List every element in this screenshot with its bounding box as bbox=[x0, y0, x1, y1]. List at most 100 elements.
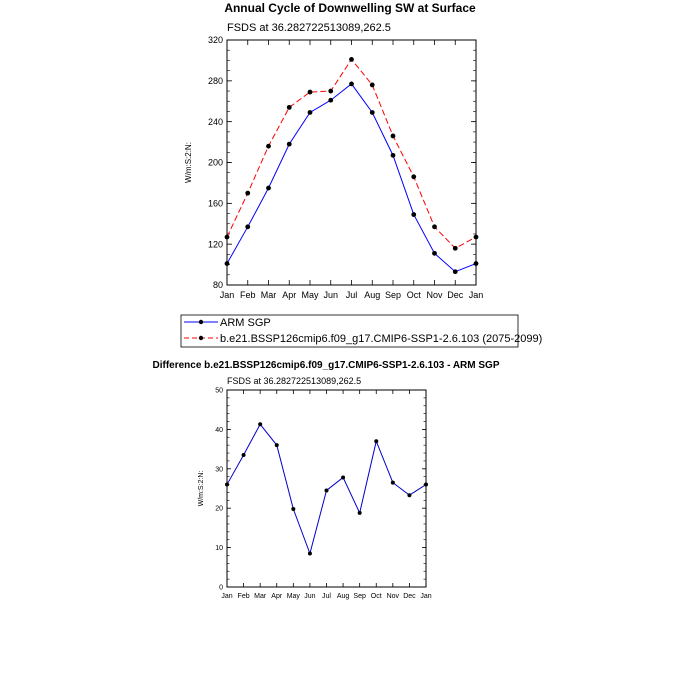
x-tick-label: Apr bbox=[282, 290, 296, 300]
x-tick-label: Mar bbox=[254, 593, 267, 600]
data-point bbox=[266, 185, 271, 191]
data-point bbox=[452, 269, 458, 275]
y-axis-label: W/m:S:2:N: bbox=[198, 471, 205, 507]
x-tick-label: Dec bbox=[447, 290, 464, 300]
data-point bbox=[390, 480, 395, 485]
x-tick-label: Dec bbox=[403, 593, 416, 600]
data-point bbox=[357, 510, 362, 515]
y-tick-label: 280 bbox=[208, 76, 223, 86]
data-point bbox=[349, 81, 354, 87]
y-tick-label: 240 bbox=[208, 117, 223, 127]
difference-chart: Difference b.e21.BSSP126cmip6.f09_g17.CM… bbox=[153, 360, 500, 600]
x-tick-label: Aug bbox=[364, 290, 380, 300]
data-point bbox=[407, 493, 412, 498]
data-point bbox=[245, 190, 251, 196]
x-tick-label: Jul bbox=[346, 290, 358, 300]
data-point bbox=[291, 506, 296, 511]
data-point bbox=[341, 475, 346, 480]
data-point bbox=[473, 234, 479, 240]
x-tick-label: May bbox=[301, 290, 319, 300]
x-tick-label: Jan bbox=[469, 290, 484, 300]
x-tick-label: Jul bbox=[322, 593, 331, 600]
data-point bbox=[369, 110, 375, 115]
chart-subtitle: FSDS at 36.282722513089,262.5 bbox=[227, 376, 361, 386]
x-tick-label: Jan bbox=[220, 290, 235, 300]
series-group bbox=[225, 422, 428, 556]
y-tick-label: 50 bbox=[215, 387, 223, 394]
data-point bbox=[369, 82, 375, 88]
x-tick-label: Feb bbox=[238, 593, 250, 600]
plot-frame bbox=[226, 39, 477, 286]
plot-area: 80 120 160 200 240 280 320 Jan Feb Mar Apr May Jun Ju… bbox=[184, 35, 483, 300]
data-point bbox=[374, 439, 379, 444]
series-group bbox=[224, 56, 479, 275]
chart-title: Annual Cycle of Downwelling SW at Surfac… bbox=[224, 1, 476, 15]
data-point bbox=[452, 245, 458, 251]
data-point bbox=[286, 141, 292, 147]
data-point bbox=[349, 56, 354, 62]
x-tick-label: Sep bbox=[353, 593, 366, 600]
x-tick-label: Jun bbox=[323, 290, 338, 300]
annual-cycle-chart: Annual Cycle of Downwelling SW at Surfac… bbox=[184, 1, 483, 300]
y-tick-label: 0 bbox=[219, 584, 223, 591]
data-point bbox=[266, 143, 271, 149]
data-point bbox=[245, 224, 251, 230]
data-point bbox=[258, 422, 263, 427]
chart-subtitle: FSDS at 36.282722513089,262.5 bbox=[227, 22, 391, 34]
data-point bbox=[307, 89, 313, 95]
legend-label-obs: ARM SGP bbox=[220, 317, 271, 329]
x-tick-label: Oct bbox=[371, 593, 382, 600]
data-point bbox=[324, 488, 329, 493]
y-tick-label: 40 bbox=[215, 427, 223, 434]
legend-marker-obs bbox=[198, 319, 204, 325]
data-point bbox=[424, 482, 428, 487]
data-point bbox=[224, 234, 230, 240]
x-tick-label: Mar bbox=[261, 290, 277, 300]
chart-title: Difference b.e21.BSSP126cmip6.f09_g17.CM… bbox=[153, 360, 500, 371]
x-tick-label: Nov bbox=[387, 593, 400, 600]
data-point bbox=[432, 250, 437, 256]
data-point bbox=[390, 133, 396, 139]
data-point bbox=[307, 110, 313, 115]
series-line-0 bbox=[226, 83, 477, 273]
y-tick-label: 160 bbox=[208, 198, 223, 208]
data-point bbox=[241, 453, 246, 458]
data-point bbox=[328, 97, 334, 103]
legend-label-model: b.e21.BSSP126cmip6.f09_g17.CMIP6-SSP1-2.… bbox=[220, 333, 542, 345]
y-tick-label: 200 bbox=[208, 158, 223, 168]
series-line-1 bbox=[226, 58, 477, 249]
x-tick-label: Aug bbox=[337, 593, 350, 600]
x-tick-label: Nov bbox=[426, 290, 443, 300]
y-axis-label: W/m:S:2:N: bbox=[184, 142, 193, 183]
x-tick-label: Oct bbox=[407, 290, 422, 300]
x-tick-label: Jun bbox=[304, 593, 315, 600]
data-point bbox=[411, 212, 417, 217]
y-tick-label: 30 bbox=[215, 466, 223, 473]
data-point bbox=[432, 224, 437, 230]
x-tick-label: Jan bbox=[221, 593, 232, 600]
plot-area: 0 10 20 30 40 50 Jan Feb Mar Apr May Jun Jul Aug Sep Oc… bbox=[198, 387, 432, 600]
data-point bbox=[225, 482, 229, 487]
data-point bbox=[328, 88, 334, 94]
legend-box bbox=[180, 314, 519, 348]
x-tick-label: May bbox=[287, 593, 301, 600]
data-point bbox=[473, 261, 479, 266]
x-tick-label: Apr bbox=[271, 593, 283, 600]
data-point bbox=[307, 551, 312, 556]
data-point bbox=[411, 174, 417, 180]
y-tick-label: 320 bbox=[208, 35, 223, 45]
legend-marker-model bbox=[198, 335, 204, 341]
y-tick-label: 120 bbox=[208, 239, 223, 249]
y-tick-label: 20 bbox=[215, 506, 223, 513]
x-tick-label: Feb bbox=[240, 290, 256, 300]
legend: ARM SGP b.e21.BSSP126cmip6.f09_g17.CMIP6… bbox=[180, 314, 542, 348]
data-point bbox=[224, 261, 230, 266]
x-tick-label: Jan bbox=[420, 593, 431, 600]
data-point bbox=[274, 443, 279, 448]
x-tick-label: Sep bbox=[385, 290, 401, 300]
data-point bbox=[286, 104, 292, 110]
data-point bbox=[390, 152, 396, 158]
y-tick-label: 80 bbox=[213, 280, 223, 290]
y-tick-label: 10 bbox=[215, 545, 223, 552]
